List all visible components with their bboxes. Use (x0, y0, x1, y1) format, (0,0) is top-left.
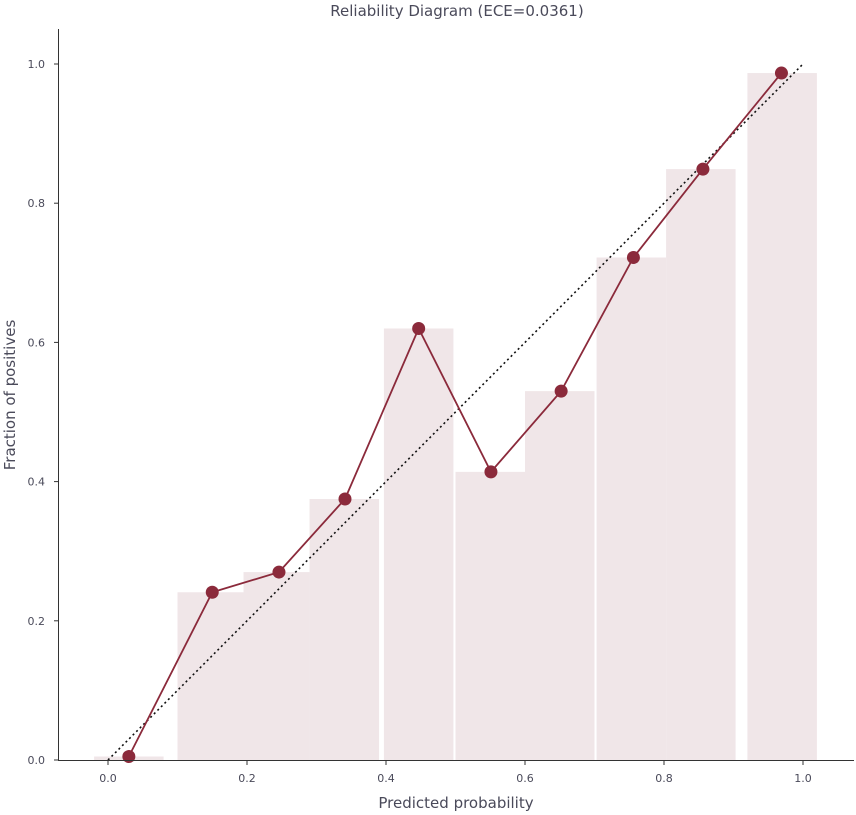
series-layer (122, 66, 788, 764)
perfect-calibration-line (107, 63, 804, 761)
data-point-1 (205, 585, 219, 599)
bar-7 (596, 257, 667, 760)
x-tick-group: 0.0 0.2 0.4 0.6 0.8 1.0 (99, 760, 812, 785)
bar-group (94, 73, 817, 761)
x-tick-label-5: 1.0 (794, 772, 812, 785)
y-tick-label-2: 0.4 (28, 476, 46, 489)
bar-9 (747, 73, 817, 761)
data-point-5 (484, 465, 498, 479)
y-tick-label-5: 1.0 (28, 58, 46, 71)
x-tick-label-3: 0.6 (516, 772, 534, 785)
chart-title: Reliability Diagram (ECE=0.0361) (330, 2, 583, 20)
data-point-6 (554, 384, 568, 398)
y-tick-label-0: 0.0 (28, 754, 46, 767)
y-tick-label-4: 0.8 (28, 197, 46, 210)
y-axis-label: Fraction of positives (1, 320, 19, 471)
bar-5 (455, 471, 525, 760)
series-line-0 (128, 72, 783, 757)
data-point-8 (696, 162, 710, 176)
y-tick-label-1: 0.2 (28, 615, 46, 628)
x-tick-label-2: 0.4 (377, 772, 395, 785)
bar-6 (525, 391, 595, 760)
data-point-0 (122, 750, 136, 764)
bar-1 (177, 592, 244, 760)
bar-8 (666, 169, 736, 760)
y-tick-label-3: 0.6 (28, 336, 46, 349)
x-tick-label-1: 0.2 (238, 772, 256, 785)
x-tick-label-0: 0.0 (99, 772, 117, 785)
x-axis-label: Predicted probability (378, 794, 533, 812)
diagonal-layer (107, 63, 804, 761)
data-point-9 (774, 66, 788, 80)
data-point-7 (626, 250, 640, 264)
x-tick-label-4: 0.8 (655, 772, 673, 785)
bar-4 (383, 328, 454, 760)
data-point-3 (338, 492, 352, 506)
data-point-4 (412, 321, 426, 335)
bar-3 (309, 499, 380, 760)
y-tick-group: 0.0 0.2 0.4 0.6 0.8 1.0 (28, 58, 59, 767)
data-point-2 (272, 565, 286, 579)
bar-2 (243, 572, 310, 760)
